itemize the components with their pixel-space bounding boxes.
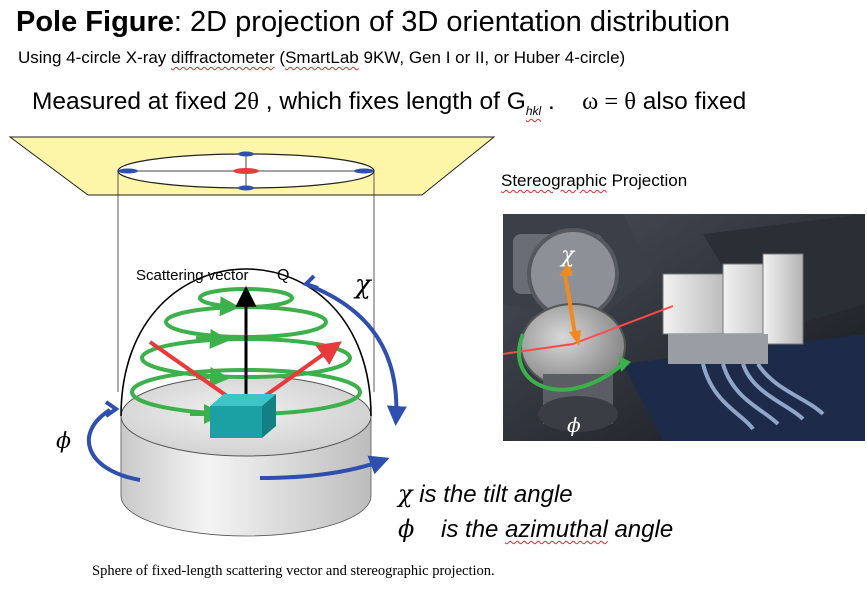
- sample-cube: [210, 394, 276, 438]
- photo-phi-arrow: [517, 333, 625, 392]
- chi-definition: χ is the tilt angle: [398, 480, 573, 508]
- red-pole-mark: [233, 168, 259, 174]
- photo-phi-label: ϕ: [567, 413, 581, 437]
- chi-rotation-arrow: [307, 283, 407, 426]
- blue-pole-mark-right: [354, 168, 374, 174]
- diffractometer-photo: χ ϕ: [503, 214, 865, 441]
- subtitle: Using 4-circle X-ray diffractometer (Sma…: [18, 48, 626, 67]
- phi-label: ϕ: [56, 429, 71, 454]
- q-label: Q: [277, 267, 289, 284]
- page-title: Pole Figure: 2D projection of 3D orienta…: [16, 6, 731, 38]
- chi-label: χ: [353, 270, 373, 300]
- photo-chi-label: χ: [559, 243, 576, 268]
- scattering-vector-label: Scattering vector: [136, 267, 249, 284]
- sphere-diagram: Scattering vector Q χ ϕ: [8, 136, 496, 537]
- blue-pole-mark-bottom: [238, 185, 254, 191]
- phi-definition: ϕ is the azimuthal angle: [398, 515, 674, 543]
- phi-rotation-arrow-right: [259, 455, 390, 480]
- measurement-line: Measured at fixed 2θ , which fixes lengt…: [32, 88, 747, 118]
- blue-pole-mark-top: [238, 151, 254, 157]
- blue-pole-mark-left: [118, 168, 138, 174]
- projection-plane: [8, 136, 496, 196]
- phi-rotation-arrow-left: [86, 408, 141, 482]
- stereo-projection-label: Stereographic Projection: [501, 171, 688, 190]
- figure-caption: Sphere of fixed-length scattering vector…: [92, 563, 495, 579]
- photo-chi-arrow: [563, 273, 577, 335]
- hemisphere-outline: [120, 268, 372, 417]
